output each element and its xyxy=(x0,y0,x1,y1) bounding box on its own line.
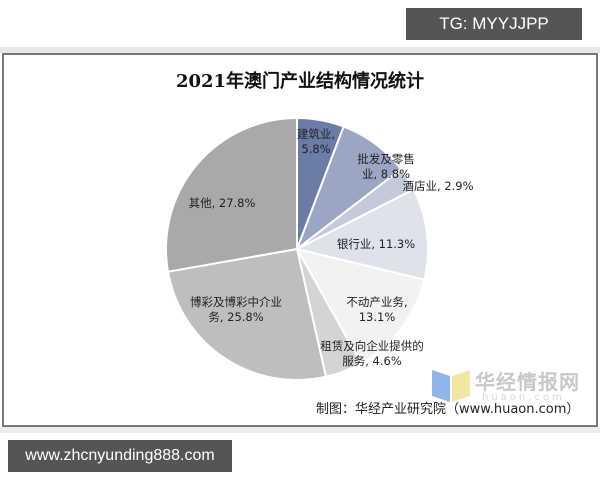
slice-label: 酒店业, 2.9% xyxy=(402,179,474,193)
url-badge: www.zhcnyunding888.com xyxy=(8,440,232,472)
slice-label: 批发及零售 业, 8.8% xyxy=(357,152,415,181)
watermark-sub: huaon.com xyxy=(482,392,565,403)
chart-frame: 2021年澳门产业结构情况统计 建筑业, 5.8% 批发及零售 业, 8.8% 酒店业,… xyxy=(2,53,598,427)
slice-label: 建筑业, 5.8% xyxy=(296,127,336,156)
tg-badge: TG: MYYJJPP xyxy=(406,8,582,40)
slice-label: 其他, 27.8% xyxy=(188,196,256,210)
pie-slice xyxy=(166,247,328,381)
pie-slice xyxy=(295,247,426,365)
watermark-brand: 华经情报网 xyxy=(475,370,580,394)
pie-slice xyxy=(165,116,298,273)
pie-slice xyxy=(294,188,429,281)
chart-title: 2021年澳门产业结构情况统计 xyxy=(175,71,425,92)
slice-label: 不动产业务, 13.1% xyxy=(346,295,408,324)
watermark-logo-icon xyxy=(432,370,470,402)
source-note: 制图：华经产业研究院（www.huaon.com） xyxy=(316,402,580,417)
divider-top xyxy=(0,47,600,53)
pie-chart xyxy=(165,116,429,381)
divider-bottom xyxy=(0,427,600,433)
slice-label: 租赁及向企业提供的 服务, 4.6% xyxy=(320,339,424,368)
slice-label: 银行业, 11.3% xyxy=(336,237,416,251)
slice-label: 博彩及博彩中介业 务, 25.8% xyxy=(190,295,282,324)
